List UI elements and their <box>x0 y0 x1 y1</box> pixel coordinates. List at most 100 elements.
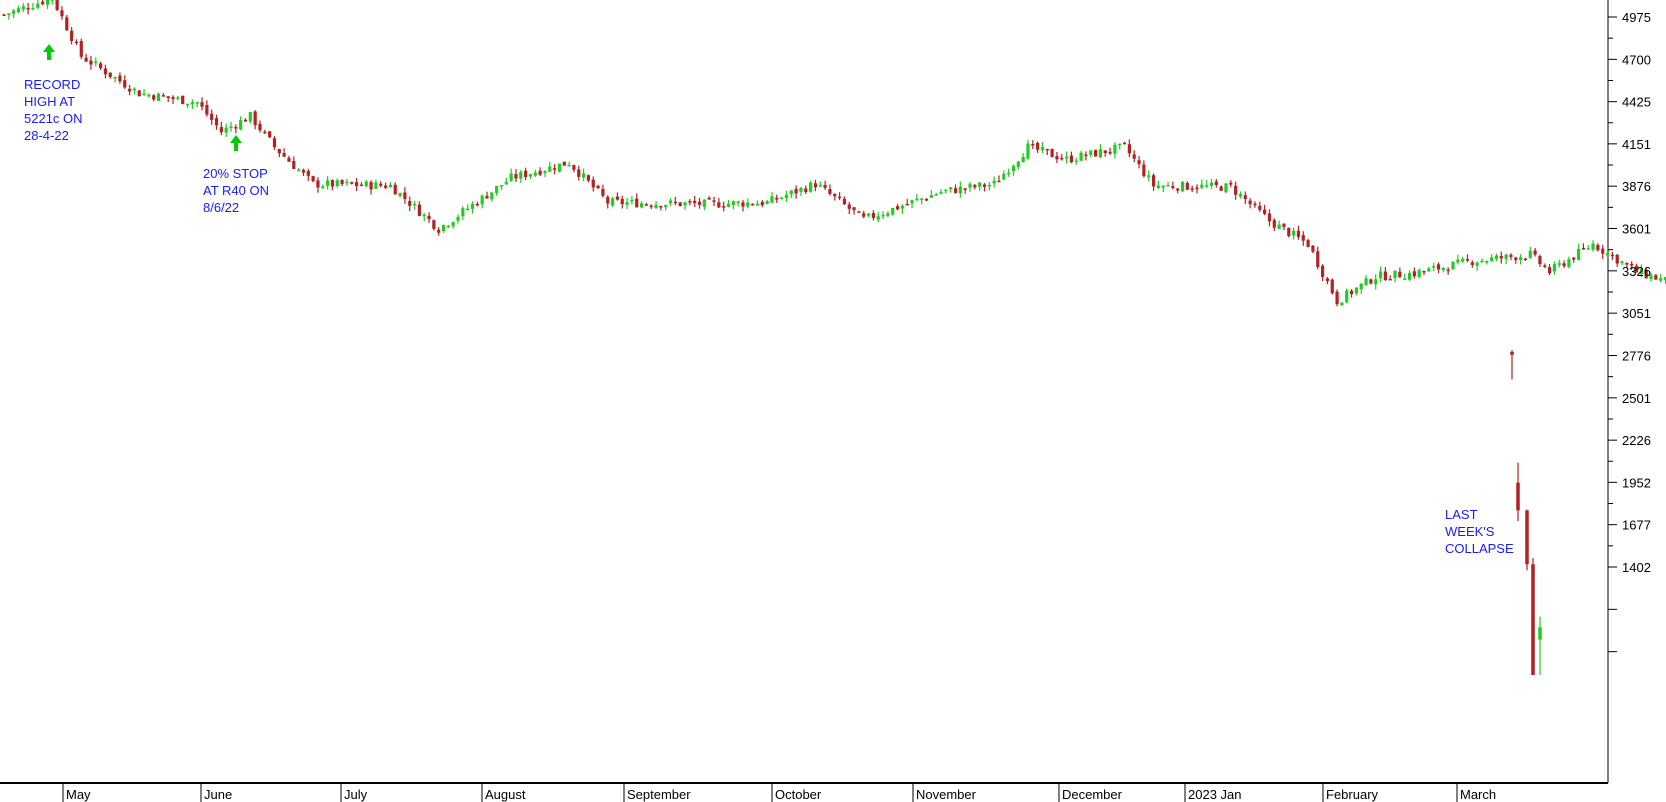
candle-body <box>504 181 508 185</box>
candle-body <box>234 127 238 129</box>
candle-body <box>910 200 914 204</box>
candle-body <box>1287 227 1291 237</box>
candle-body <box>412 203 417 206</box>
candle-body <box>1002 173 1006 180</box>
candle-body <box>1663 277 1666 280</box>
candle-body <box>813 183 818 188</box>
candle-body <box>1531 564 1535 676</box>
candle-body <box>417 204 421 216</box>
candle-body <box>277 149 281 154</box>
candle-body <box>717 202 721 208</box>
candle-body <box>147 94 151 97</box>
candle-body <box>1378 271 1383 279</box>
candle-body <box>1630 263 1634 266</box>
x-month-label: July <box>344 787 368 802</box>
candle-body <box>765 201 769 204</box>
candle-body <box>934 194 938 196</box>
candle-body <box>886 213 890 216</box>
candle-body <box>775 197 779 200</box>
x-month-label: December <box>1062 787 1123 802</box>
candle-body <box>770 196 774 203</box>
candle-body <box>2 14 6 16</box>
candle-body <box>1514 257 1518 261</box>
candle-body <box>190 102 194 105</box>
candle-body <box>210 113 214 121</box>
x-month-label: May <box>66 787 91 802</box>
candle-body <box>1557 263 1561 265</box>
candle-body <box>678 202 682 206</box>
candle-body <box>84 57 88 62</box>
candle-body <box>659 206 663 208</box>
candle-body <box>1538 627 1542 640</box>
x-month-label: February <box>1326 787 1379 802</box>
candle-body <box>1417 270 1421 277</box>
candle-body <box>1441 267 1445 271</box>
candle-body <box>639 203 644 208</box>
candle-body <box>1161 185 1165 188</box>
candle-body <box>837 196 842 199</box>
y-tick-label: 3326 <box>1622 264 1651 279</box>
candle-body <box>50 0 54 1</box>
candle-body <box>1475 262 1479 266</box>
candle-body <box>470 203 475 209</box>
candle-body <box>1601 248 1605 254</box>
candle-body <box>437 229 441 233</box>
candle-body <box>871 213 875 218</box>
candle-body <box>944 189 948 192</box>
candle-body <box>1383 271 1387 280</box>
candle-body <box>1045 148 1049 151</box>
collapse-line: LAST <box>1445 507 1478 522</box>
candle-body <box>1272 220 1276 228</box>
candle-body <box>79 40 83 57</box>
record-high-line: 28-4-22 <box>24 128 69 143</box>
candle-body <box>26 8 30 10</box>
candle-body <box>1581 247 1586 250</box>
candle-body <box>1011 165 1016 171</box>
stop-loss-arrow <box>230 135 242 151</box>
candle-body <box>408 201 412 206</box>
candle-body <box>1436 264 1441 270</box>
candle-body <box>1229 182 1233 185</box>
stop-loss-note: 20% STOP AT R40 ON 8/6/22 <box>203 166 273 215</box>
candle-body <box>1060 157 1064 160</box>
candle-body <box>1069 155 1074 163</box>
candle-body <box>1301 235 1305 241</box>
candle-body <box>1480 260 1484 263</box>
candle-body <box>354 182 359 187</box>
y-tick-label: 4975 <box>1622 10 1651 25</box>
candle-body <box>862 213 866 217</box>
candle-body <box>1234 185 1238 195</box>
candle-body <box>1335 291 1339 305</box>
candle-body <box>393 184 397 195</box>
candle-body <box>823 185 827 188</box>
candle-body <box>127 88 132 92</box>
candle-body <box>881 214 885 217</box>
candle-body <box>41 1 45 5</box>
candle-body <box>1490 257 1494 261</box>
candle-body <box>664 205 668 208</box>
candle-body <box>345 181 349 184</box>
candle-body <box>108 72 112 77</box>
candle-body <box>1224 183 1228 193</box>
candle-body <box>1127 144 1131 154</box>
record-high-line: 5221c ON <box>24 111 83 126</box>
candle-body <box>1644 269 1648 279</box>
candle-body <box>620 198 624 205</box>
candle-body <box>316 180 320 188</box>
candle-body <box>1576 249 1581 260</box>
candle-body <box>606 196 610 204</box>
candle-body <box>268 131 272 138</box>
x-month-label: August <box>485 787 526 802</box>
candle-body <box>1021 156 1025 163</box>
candle-body <box>1634 265 1639 273</box>
x-month-label: September <box>627 787 691 802</box>
candle-body <box>156 93 161 101</box>
candle-body <box>707 197 711 200</box>
candle-body <box>615 196 620 200</box>
candle-body <box>828 189 832 195</box>
candle-body <box>1388 278 1392 281</box>
candle-body <box>1422 270 1426 273</box>
candle-body <box>118 75 122 82</box>
y-tick-label: 3876 <box>1622 179 1651 194</box>
candle-body <box>103 68 108 75</box>
